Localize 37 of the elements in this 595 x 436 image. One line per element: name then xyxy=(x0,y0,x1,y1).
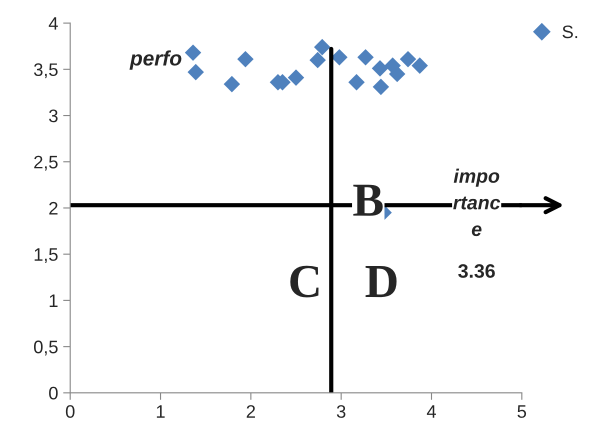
annotation: impo rtanc e xyxy=(453,168,500,236)
annotation: 3.36 xyxy=(458,264,495,278)
y-tick-label: 3 xyxy=(49,109,58,122)
annotation: D xyxy=(366,266,397,298)
point xyxy=(331,49,348,66)
point xyxy=(372,78,390,96)
point xyxy=(188,64,204,80)
point xyxy=(348,74,365,90)
annotation: B xyxy=(353,184,383,216)
point xyxy=(288,69,304,86)
y-tick-label: 3,5 xyxy=(34,63,58,78)
annotation: perfo xyxy=(130,50,182,70)
x-tick-label: 2 xyxy=(246,405,255,418)
point xyxy=(357,49,374,66)
x-tick-label: 0 xyxy=(66,405,75,418)
x-tick-label: 5 xyxy=(518,405,526,418)
point xyxy=(309,52,326,68)
point xyxy=(400,50,416,68)
y-tick-label: 4 xyxy=(48,17,58,30)
point xyxy=(184,44,202,61)
point xyxy=(388,66,406,82)
y-tick-label: 1,5 xyxy=(34,248,58,264)
point xyxy=(237,50,254,68)
x-tick-label: 1 xyxy=(156,405,165,418)
x-tick-label: 4 xyxy=(426,405,436,418)
point xyxy=(224,76,240,92)
legend-label: S. xyxy=(562,25,578,38)
point xyxy=(314,38,330,56)
y-tick-label: 0 xyxy=(49,386,58,400)
y-tick-label: 2 xyxy=(49,202,58,215)
point xyxy=(412,57,428,74)
y-tick-label: 0,5 xyxy=(34,340,58,356)
x-tick-label: 3 xyxy=(336,405,346,418)
annotation: C xyxy=(290,266,318,298)
point xyxy=(372,60,388,77)
y-tick-label: 2,5 xyxy=(34,156,58,171)
y-tick-label: 1 xyxy=(50,294,58,307)
